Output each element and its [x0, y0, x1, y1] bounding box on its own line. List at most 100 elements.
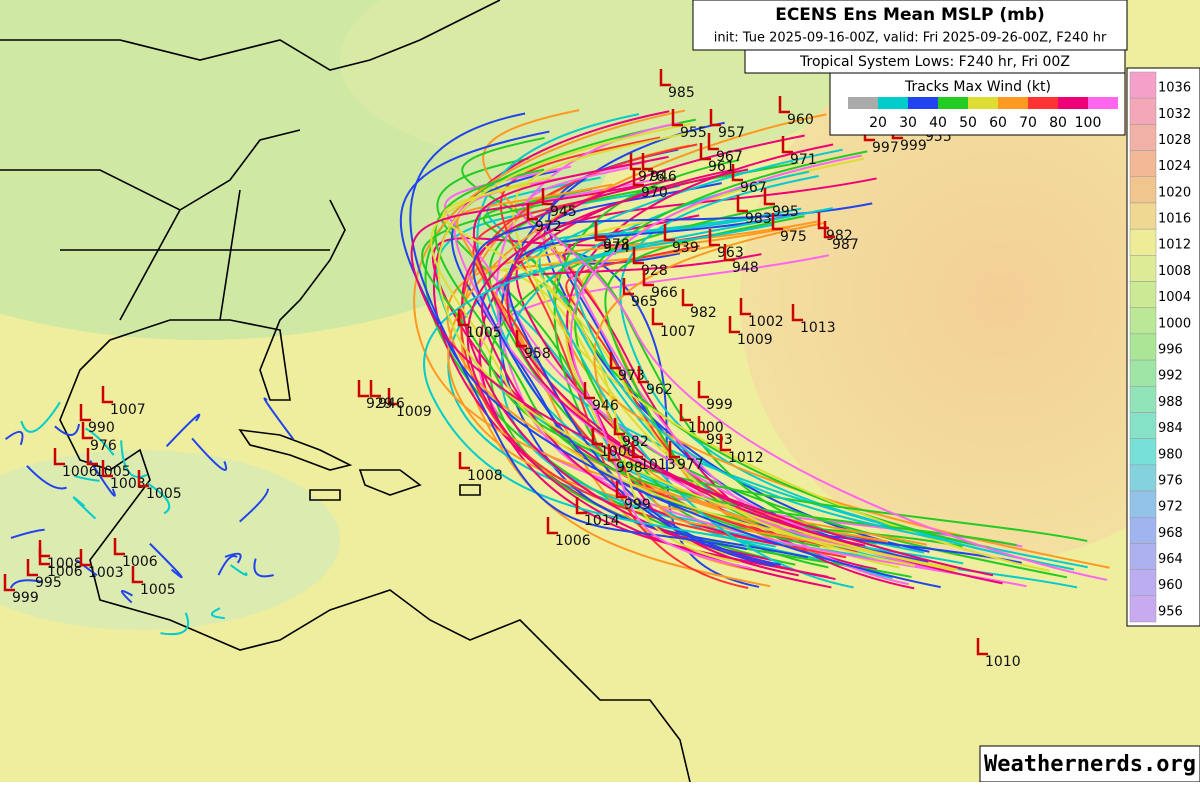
low-pressure-label: 977 — [677, 457, 704, 473]
storm-track — [146, 482, 171, 515]
watermark: Weathernerds.org — [984, 752, 1196, 777]
colorbar-swatch — [1129, 359, 1157, 387]
low-pressure-label: 976 — [90, 438, 117, 454]
storm-track — [442, 183, 741, 564]
low-pressure-label: 1013 — [640, 457, 676, 473]
low-pressure-label: 995 — [772, 204, 799, 220]
low-pressure-label: 1014 — [584, 513, 620, 529]
low-marker — [631, 441, 643, 459]
low-pressure-label: 1005 — [466, 325, 502, 341]
low-marker — [723, 244, 735, 262]
low-pressure-label: 1005 — [140, 582, 176, 598]
low-marker — [697, 416, 709, 434]
low-marker — [79, 549, 91, 567]
low-pressure-label: 965 — [631, 294, 658, 310]
colorbar-swatch — [1129, 543, 1157, 570]
wind-swatch — [1028, 97, 1058, 109]
colorbar-label: 960 — [1158, 578, 1183, 593]
colorbar-label: 1032 — [1158, 107, 1191, 122]
low-pressure-label: 948 — [732, 260, 759, 276]
low-marker — [515, 330, 527, 348]
low-marker — [113, 538, 125, 556]
low-pressure-label: 967 — [740, 180, 767, 196]
low-marker — [823, 221, 835, 239]
storm-track — [506, 134, 1003, 585]
low-marker — [739, 298, 751, 316]
wind-legend-title: Tracks Max Wind (kt) — [904, 79, 1051, 95]
storm-track — [120, 590, 133, 604]
colorbar-label: 1020 — [1158, 185, 1191, 200]
wind-level-label: 40 — [929, 115, 947, 131]
low-pressure-label: 967 — [716, 149, 743, 165]
low-pressure-label: 1000 — [688, 420, 724, 436]
colorbar-label: 1004 — [1158, 290, 1191, 305]
storm-track — [574, 223, 950, 542]
storm-track — [149, 542, 183, 579]
low-marker — [81, 422, 93, 440]
low-pressure-label: 1009 — [396, 404, 432, 420]
low-pressure-label: 995 — [35, 575, 62, 591]
low-marker — [458, 452, 470, 470]
colorbar-swatch — [1129, 333, 1157, 361]
low-pressure-label: 999 — [900, 138, 927, 154]
low-marker — [778, 96, 790, 114]
low-marker — [709, 109, 721, 127]
storm-track — [74, 475, 100, 482]
colorbar-swatch — [1129, 281, 1157, 308]
colorbar-swatch — [1129, 71, 1157, 99]
low-pressure-label: 1013 — [800, 320, 836, 336]
colorbar-swatch — [1129, 150, 1157, 178]
colorbar-label: 968 — [1158, 526, 1183, 541]
storm-track — [20, 401, 61, 433]
low-marker — [671, 109, 683, 127]
low-pressure-label: 993 — [706, 432, 733, 448]
storm-track — [9, 579, 42, 589]
low-marker — [101, 386, 113, 404]
title-box — [692, 0, 1128, 51]
storm-track — [570, 154, 862, 570]
wind-level-label: 50 — [959, 115, 977, 131]
low-marker — [663, 224, 675, 242]
low-marker — [637, 366, 649, 384]
storm-track — [253, 558, 274, 578]
low-pressure-label: 999 — [706, 397, 733, 413]
low-pressure-label: 1007 — [660, 324, 696, 340]
colorbar-swatch — [1129, 176, 1157, 204]
storm-track — [26, 465, 67, 490]
wind-level-label: 100 — [1075, 115, 1102, 131]
storm-track — [535, 220, 916, 567]
low-marker — [575, 497, 587, 515]
field-shade — [740, 40, 1200, 560]
low-marker — [526, 203, 538, 221]
legend-title: Tropical System Lows: F240 hr, Fri 00Z — [799, 54, 1070, 70]
colorbar-swatch — [1129, 386, 1157, 413]
low-pressure-label: 946 — [378, 396, 405, 412]
storm-track — [552, 226, 1110, 569]
low-marker — [3, 574, 15, 592]
low-marker — [583, 382, 595, 400]
low-marker — [607, 444, 619, 462]
storm-track — [160, 612, 190, 636]
low-marker — [736, 195, 748, 213]
low-marker — [659, 69, 671, 87]
low-pressure-label: 987 — [832, 237, 859, 253]
low-marker — [731, 164, 743, 182]
colorbar-label: 996 — [1158, 343, 1183, 358]
low-marker — [38, 548, 50, 566]
low-pressure-label: 1006 — [122, 554, 158, 570]
storm-track — [89, 459, 116, 497]
low-marker — [629, 153, 641, 171]
low-pressure-label: 1008 — [467, 468, 503, 484]
field-shade — [0, 450, 340, 630]
low-marker — [26, 559, 38, 577]
colorbar-label: 984 — [1158, 421, 1183, 436]
storm-track — [263, 397, 295, 440]
title: ECENS Ens Mean MSLP (mb) — [775, 5, 1045, 25]
low-pressure-label: 966 — [651, 285, 678, 301]
colorbar-label: 992 — [1158, 369, 1183, 384]
low-pressure-label: 1003 — [110, 476, 146, 492]
colorbar-swatch — [1129, 228, 1157, 256]
low-pressure-label: 1007 — [110, 402, 146, 418]
wind-swatch — [968, 97, 998, 109]
